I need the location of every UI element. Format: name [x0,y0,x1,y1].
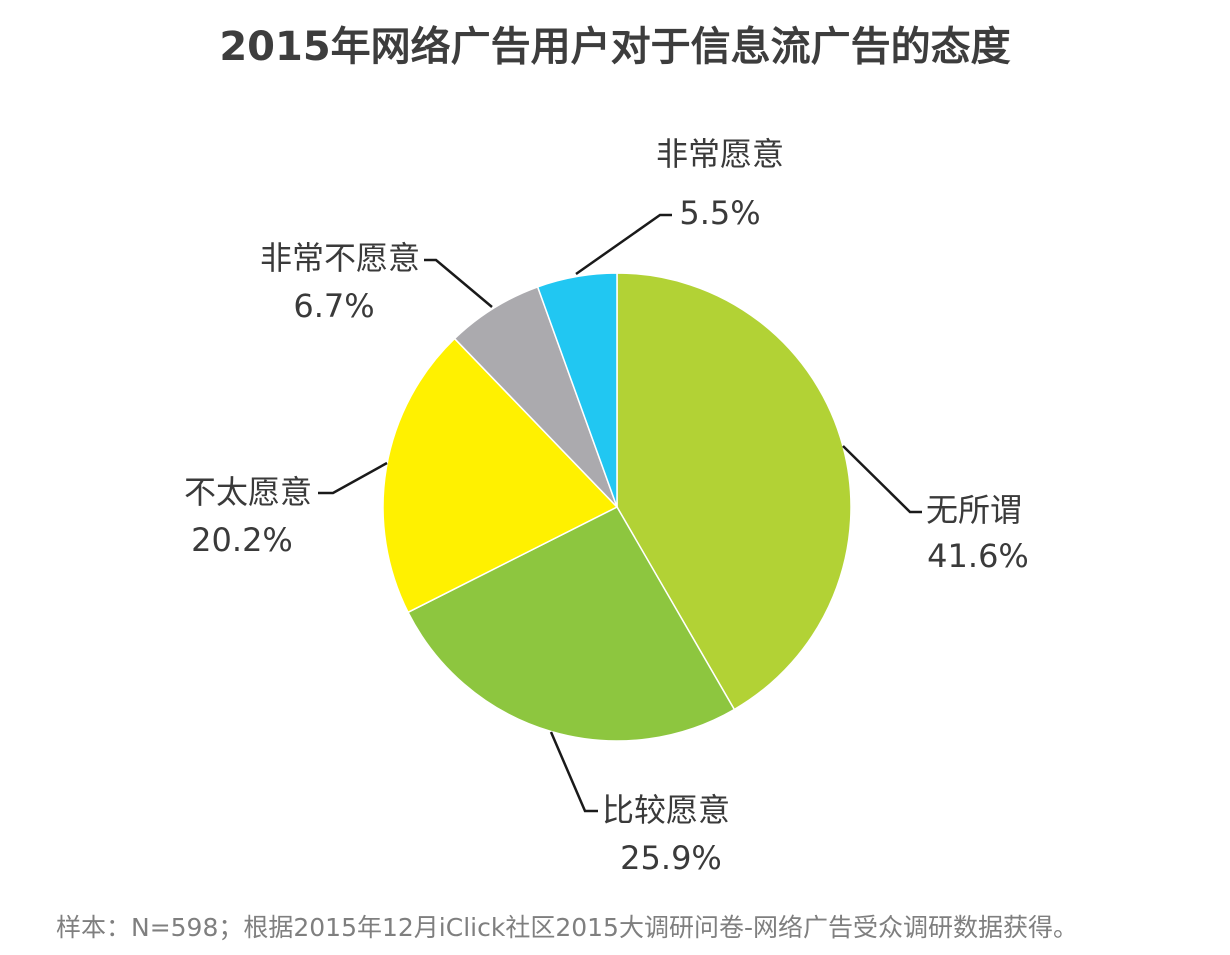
pie-slice-1 [407,506,736,742]
slice-label-1: 比较愿意 [602,791,730,829]
slice-label-0: 无所谓 [926,491,1022,529]
slice-value-0: 41.6% [927,537,1029,575]
slice-value-1: 25.9% [620,839,722,877]
leader-line-0 [842,445,922,514]
slice-label-2: 不太愿意 [184,473,312,511]
slice-label-4: 非常愿意 [656,135,784,173]
pie-slice-4 [536,272,618,508]
chart-title: 2015年网络广告用户对于信息流广告的态度 [219,24,1011,70]
footnote: 样本：N=598；根据2015年12月iClick社区2015大调研问卷-网络广… [56,913,1078,942]
slice-value-3: 6.7% [293,287,374,325]
leader-line-2 [318,461,388,495]
slice-value-2: 20.2% [191,521,293,559]
leader-line-3 [424,258,493,308]
slice-label-3: 非常不愿意 [260,239,420,277]
pie-slice-2 [382,337,619,614]
leader-line-4 [575,213,672,276]
leader-line-1 [549,731,598,813]
slice-value-4: 5.5% [679,194,760,232]
